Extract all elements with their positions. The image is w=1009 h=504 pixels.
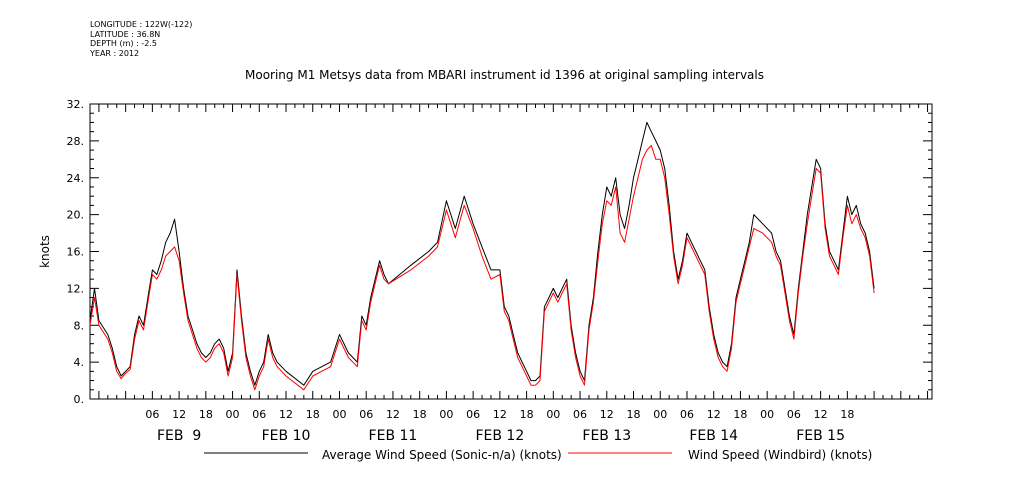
latitude-label: LATITUDE : 36.8N [90,29,161,39]
x-hour-label: 18 [627,408,641,421]
series-line-windbird-wind-speed [89,145,875,391]
longitude-label: LONGITUDE : 122W(-122) [90,20,193,29]
x-hour-label: 12 [814,408,828,421]
x-hour-label: 06 [252,408,266,421]
x-day-label: FEB 13 [582,428,631,444]
x-hour-label: 12 [386,408,400,421]
x-hour-label: 00 [332,408,346,421]
x-hour-label: 18 [199,408,213,421]
x-hour-label: 00 [439,408,453,421]
x-hour-label: 18 [413,408,427,421]
legend-label: Average Wind Speed (Sonic-n/a) (knots) [322,448,562,462]
y-tick-label: 4. [74,356,85,369]
year-label: YEAR : 2012 [90,48,140,58]
plot-frame [89,103,933,400]
x-hour-label: 00 [226,408,240,421]
x-day-label: FEB 14 [689,428,738,444]
x-hour-label: 18 [840,408,854,421]
x-hour-label: 12 [172,408,186,421]
x-day-label: FEB 12 [475,428,524,444]
x-hour-label: 06 [145,408,159,421]
y-tick-label: 12. [67,282,85,295]
metadata-block: LONGITUDE : 122W(-122) LATITUDE : 36.8N … [90,20,192,58]
y-tick-label: 20. [67,209,85,222]
x-hour-label: 18 [306,408,320,421]
x-hour-label: 00 [653,408,667,421]
x-hour-label: 00 [546,408,560,421]
y-tick-label: 16. [67,246,85,259]
y-tick-label: 8. [74,319,85,332]
y-tick-label: 32. [67,98,85,111]
x-hour-label: 12 [493,408,507,421]
x-hour-label: 12 [707,408,721,421]
x-hour-label: 18 [520,408,534,421]
x-hour-label: 06 [680,408,694,421]
chart-title: Mooring M1 Metsys data from MBARI instru… [245,68,764,82]
x-day-label: FEB 15 [796,428,845,444]
depth-label: DEPTH (m) : -2.5 [90,39,157,48]
x-day-label: FEB 10 [262,428,311,444]
x-hour-label: 06 [359,408,373,421]
x-hour-label: 00 [760,408,774,421]
x-hour-label: 06 [466,408,480,421]
y-axis-label: knots [38,235,52,268]
x-hour-label: 12 [279,408,293,421]
y-tick-label: 28. [67,135,85,148]
x-hour-label: 06 [787,408,801,421]
x-day-label: FEB 11 [369,428,418,444]
y-tick-label: 0. [74,393,85,406]
x-hour-label: 12 [600,408,614,421]
y-tick-label: 24. [67,172,85,185]
x-hour-label: 06 [573,408,587,421]
legend-label: Wind Speed (Windbird) (knots) [688,448,872,462]
x-hour-label: 18 [733,408,747,421]
x-day-label: FEB 9 [157,428,201,444]
series-line-average-wind-speed [89,121,875,386]
